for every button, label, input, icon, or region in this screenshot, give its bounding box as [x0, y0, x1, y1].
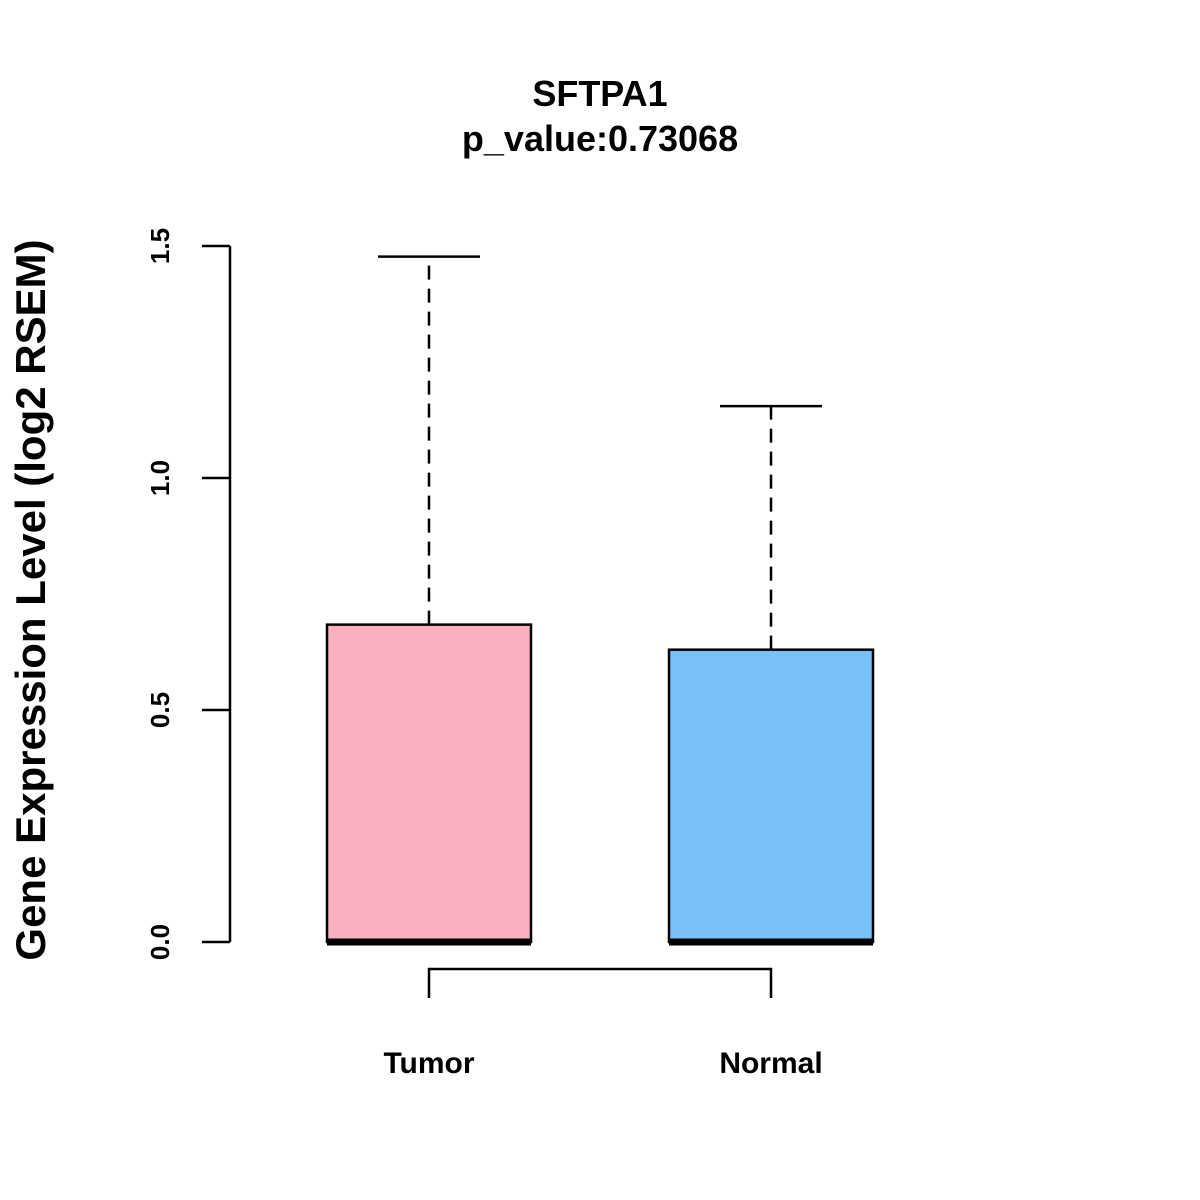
x-label-tumor: Tumor [383, 1047, 474, 1080]
y-axis-title: Gene Expression Level (log2 RSEM) [7, 239, 54, 960]
y-tick-label: 1.5 [145, 228, 175, 264]
bracket-path [427, 967, 773, 998]
box-rect [325, 623, 533, 944]
y-tick-label: 0.0 [145, 924, 175, 960]
box-rect [667, 648, 875, 944]
y-tick-label: 0.5 [145, 692, 175, 728]
y-axis-ticks: 0.0 0.5 1.0 1.5 [145, 228, 230, 960]
box-tumor [325, 255, 533, 946]
chart-title: SFTPA1 [532, 73, 667, 114]
comparison-bracket [427, 967, 773, 998]
chart-subtitle: p_value:0.73068 [462, 118, 738, 159]
x-label-normal: Normal [719, 1047, 822, 1080]
x-axis-labels: Tumor Normal [383, 1047, 822, 1080]
boxes-group [325, 255, 875, 946]
box-normal [667, 404, 875, 946]
y-tick-label: 1.0 [145, 460, 175, 496]
